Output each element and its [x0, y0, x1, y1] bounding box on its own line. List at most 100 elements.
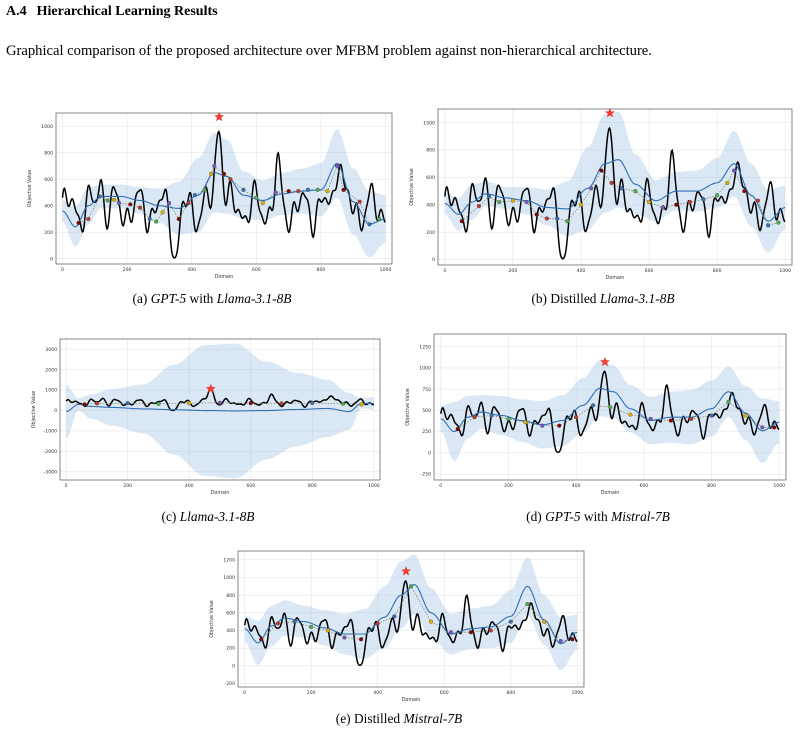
- chart-b-sample-point-15: [633, 189, 638, 194]
- chart-a-sample-point-29: [335, 163, 340, 169]
- chart-a-svg: 0 200 400 600 800 1000 0 200 400 600 800 1000 Domain…: [27, 111, 393, 280]
- chart-a-sample-point-6: [128, 202, 133, 207]
- chart-d-ytick-label-4: 750: [422, 387, 431, 393]
- chart-d-ytick-label-6: 1250: [419, 344, 431, 350]
- chart-d-sample-point-16: [743, 413, 748, 418]
- chart-d-xtick-label-4: 800: [707, 483, 716, 489]
- chart-d-sample-point-2: [489, 413, 494, 418]
- chart-c-sample-point-1: [94, 401, 99, 406]
- chart-e-ytick-label-7: 1200: [223, 557, 235, 563]
- figure-panel-b: 0 200 400 600 800 1000 0 200 400 600 800 1000 Domain…: [406, 103, 800, 281]
- caption-c-part-2: Llama-3.1-8B: [179, 509, 255, 524]
- chart-d-sample-point-17: [760, 425, 765, 430]
- chart-e-sample-point-4: [325, 628, 330, 633]
- chart-a-sample-point-27: [315, 187, 320, 192]
- chart-e-xtick-label-4: 800: [506, 690, 515, 696]
- chart-d-gp-mean-line: [440, 387, 780, 433]
- chart-c-sample-point-3: [156, 401, 161, 406]
- chart-d-xtick-label-1: 200: [504, 483, 513, 489]
- chart-a-sample-point-26: [305, 187, 311, 192]
- section-heading: A.4 Hierarchical Learning Results: [6, 4, 218, 20]
- chart-e-best-point-star: [401, 566, 411, 576]
- chart-a-sample-point-17: [212, 163, 217, 169]
- caption-e: (e) Distilled Mistral-7B: [206, 711, 592, 727]
- chart-e-sample-point-9: [408, 584, 414, 589]
- chart-b-ytick-label-0: 0: [432, 257, 435, 263]
- chart-a-sample-point-19: [228, 177, 233, 182]
- chart-b-xtick-label-4: 800: [713, 268, 722, 274]
- chart-e-ytick-label-6: 1000: [223, 575, 235, 581]
- chart-a-ylabel: Objective Value: [27, 170, 33, 207]
- caption-d: (d) GPT-5 with Mistral-7B: [402, 509, 794, 525]
- chart-a-sample-point-7: [137, 205, 143, 210]
- chart-a-sample-point-18: [221, 171, 227, 176]
- chart-b-best-point-star: [604, 107, 615, 118]
- chart-b-sample-point-14: [619, 186, 624, 191]
- chart-a-xtick-label-3: 600: [252, 267, 261, 273]
- chart-e-sample-point-7: [375, 621, 380, 626]
- chart-d-ytick-label-0: -250: [421, 472, 432, 478]
- figure-panel-d: 0 200 400 600 800 1000 -250 0 250 500 750 1000 1250 D…: [402, 328, 794, 496]
- chart-b-sample-point-1: [476, 204, 481, 209]
- caption-b: (b) Distilled Llama-3.1-8B: [406, 291, 800, 307]
- figure-panel-e: 0 200 400 600 800 1000 -200 0 200 400 600 800 1000 12…: [206, 545, 592, 703]
- chart-c-sample-point-7: [279, 401, 284, 406]
- chart-b-sample-point-17: [660, 205, 665, 210]
- chart-b-sample-point-16: [646, 200, 652, 205]
- chart-a-sample-point-0: [76, 220, 81, 225]
- figure-panel-c: 0 200 400 600 800 1000 -3000 -2000 -1000 0 1000 200…: [28, 333, 388, 496]
- section-title: Hierarchical Learning Results: [36, 4, 218, 19]
- caption-b-part-2: Llama-3.1-8B: [599, 291, 675, 306]
- chart-a-sample-point-32: [367, 222, 372, 227]
- chart-d-sample-point-14: [709, 413, 714, 418]
- chart-d-sample-point-12: [668, 418, 673, 423]
- caption-a: (a) GPT-5 with Llama-3.1-8B: [24, 291, 400, 307]
- chart-d-sample-point-10: [628, 412, 633, 417]
- chart-e-sample-point-15: [525, 601, 530, 607]
- chart-a-sample-point-16: [209, 171, 214, 176]
- chart-c-xtick-label-1: 200: [123, 483, 132, 489]
- chart-b-ytick-label-5: 1000: [423, 120, 435, 126]
- chart-d-ytick-label-1: 0: [428, 450, 431, 456]
- chart-b-xtick-label-0: 0: [443, 268, 446, 274]
- chart-d-sample-point-3: [506, 416, 511, 421]
- chart-a-sample-point-8: [147, 216, 152, 222]
- chart-d-svg: 0 200 400 600 800 1000 -250 0 250 500 750 1000 1250 D…: [405, 333, 787, 496]
- chart-e-sample-point-12: [468, 630, 473, 635]
- chart-b-sample-point-3: [497, 200, 502, 205]
- chart-d-xtick-label-5: 1000: [773, 483, 785, 489]
- intro-paragraph: Graphical comparison of the proposed arc…: [6, 43, 652, 59]
- chart-a-sample-point-23: [273, 190, 278, 195]
- chart-a-ytick-label-4: 800: [44, 150, 53, 156]
- chart-b-xtick-label-1: 200: [508, 268, 517, 274]
- chart-a-sample-point-21: [254, 195, 259, 200]
- chart-b-sample-point-4: [510, 198, 515, 203]
- chart-a-sample-point-5: [116, 201, 122, 206]
- chart-d-sample-point-1: [472, 415, 477, 420]
- chart-b-ytick-label-1: 200: [426, 230, 435, 236]
- chart-e-xtick-label-3: 600: [440, 690, 449, 696]
- chart-e-sample-point-3: [309, 624, 314, 629]
- chart-b-ytick-label-3: 600: [426, 175, 435, 181]
- chart-e-sample-point-0: [259, 637, 264, 642]
- chart-d-sample-point-5: [540, 423, 545, 428]
- chart-d-sample-point-0: [455, 427, 460, 432]
- chart-a-xtick-label-1: 200: [123, 267, 132, 273]
- chart-c-sample-point-10: [359, 402, 364, 407]
- chart-e-xtick-label-1: 200: [307, 690, 316, 696]
- chart-b-sample-point-13: [609, 180, 614, 185]
- chart-d-xlabel: Domain: [601, 490, 620, 496]
- section-number: A.4: [6, 4, 27, 19]
- chart-b-objective-line: [444, 126, 786, 260]
- chart-a-ytick-label-2: 400: [44, 203, 53, 209]
- chart-b-sample-point-10: [578, 202, 584, 207]
- chart-a-ytick-label-5: 1000: [41, 124, 53, 130]
- chart-d-ytick-label-5: 1000: [419, 366, 431, 372]
- chart-a-ytick-label-0: 0: [50, 256, 53, 262]
- chart-a-sample-point-24: [286, 189, 291, 194]
- chart-a-sample-point-11: [167, 201, 172, 206]
- chart-c-sample-point-0: [82, 402, 87, 407]
- chart-b-ytick-label-2: 400: [426, 202, 435, 208]
- caption-d-part-1: (d): [526, 509, 546, 524]
- chart-b-sample-point-21: [715, 193, 720, 198]
